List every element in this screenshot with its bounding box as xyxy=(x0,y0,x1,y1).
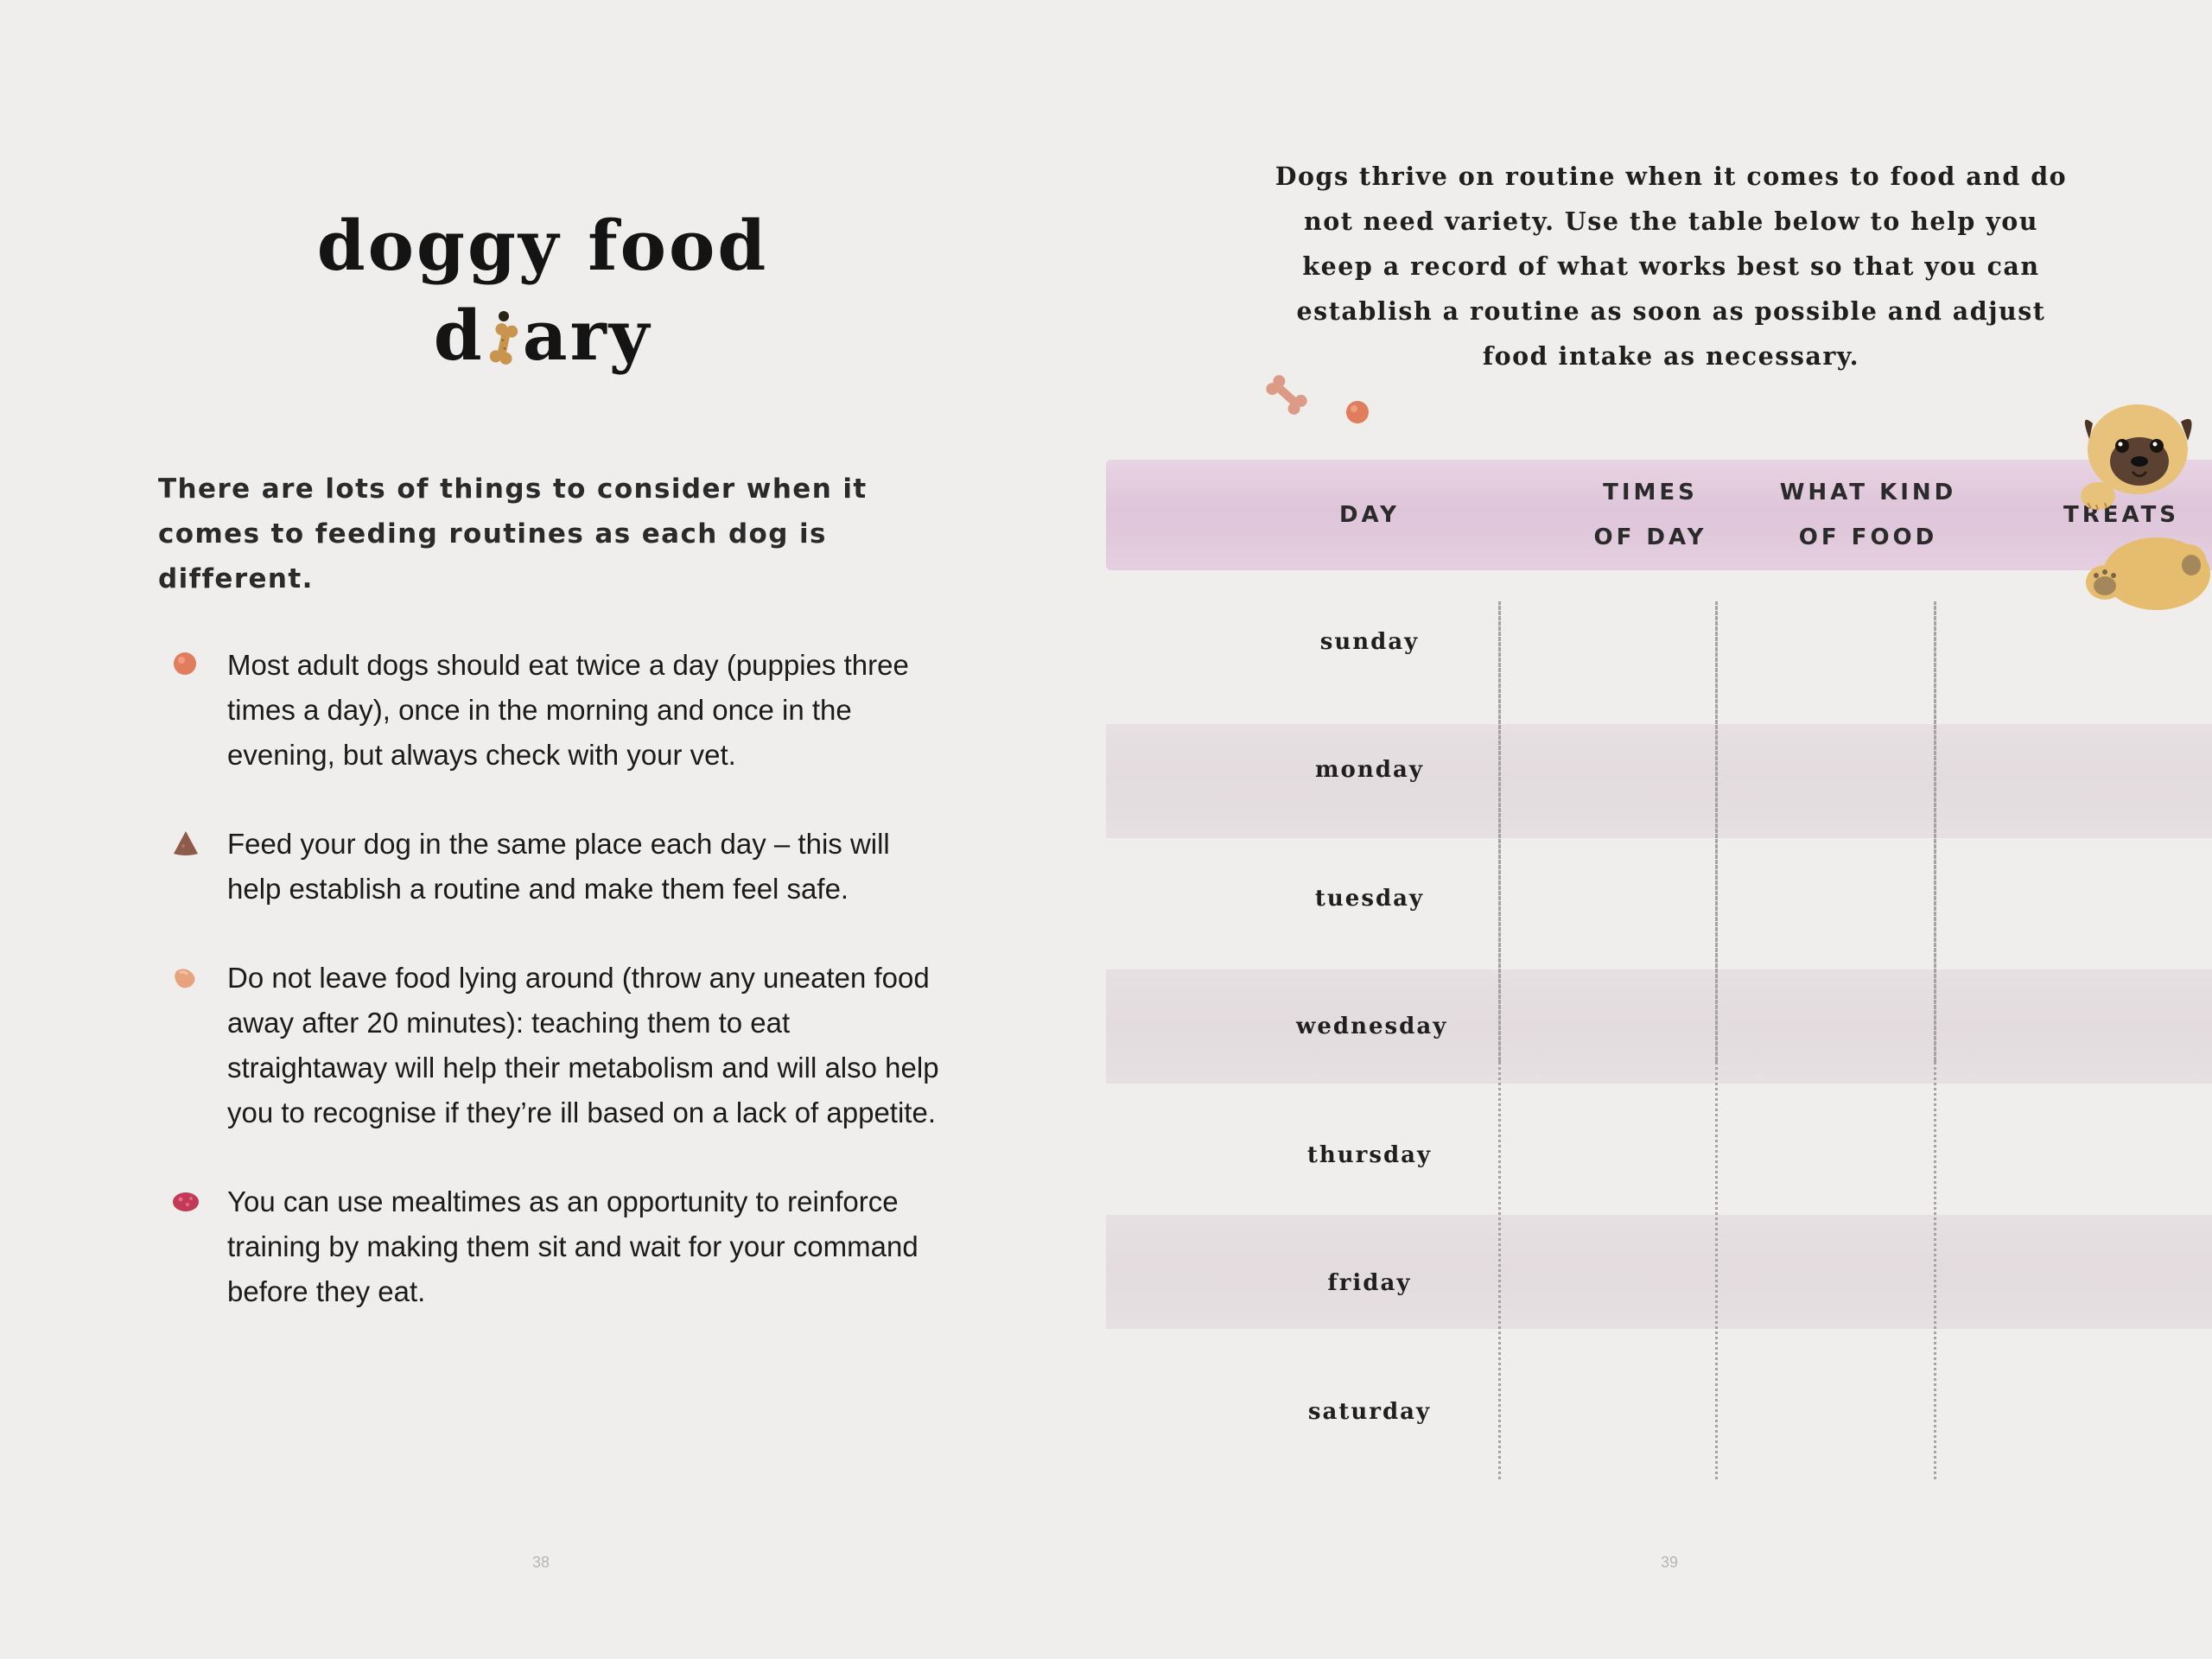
day-saturday: saturday xyxy=(1307,1399,1432,1425)
row-band-monday xyxy=(1106,724,2212,838)
page-number-right: 39 xyxy=(1661,1554,1679,1571)
tips-list: Most adult dogs should eat twice a day (… xyxy=(164,643,942,1358)
column-header-times-line1: TIMES xyxy=(1603,480,1698,505)
bone-i-icon xyxy=(486,309,521,365)
column-header-kind-line1: WHAT KIND xyxy=(1779,480,1957,505)
column-header-kind-line2: OF FOOD xyxy=(1798,524,1938,550)
triangle-kibble-icon xyxy=(174,831,198,855)
title-letters-ary: ary xyxy=(522,295,652,376)
day-friday: friday xyxy=(1327,1270,1412,1296)
day-monday: monday xyxy=(1315,757,1424,783)
title-letter-d: d xyxy=(433,295,485,376)
column-header-treats: TREATS xyxy=(1970,493,2212,537)
tip-text: Feed your dog in the same place each day… xyxy=(227,828,890,905)
bone-treat-icon xyxy=(1266,375,1307,415)
column-header-times-line2: OF DAY xyxy=(1593,524,1707,550)
round-kibble-icon xyxy=(174,652,196,675)
column-divider-food xyxy=(1715,601,1718,1479)
row-band-wednesday xyxy=(1106,969,2212,1084)
row-band-friday xyxy=(1106,1215,2212,1329)
column-header-day: DAY xyxy=(1296,493,1443,537)
day-wednesday: wednesday xyxy=(1296,1014,1448,1039)
page-number-left: 38 xyxy=(532,1554,550,1571)
title-line-2: d ary xyxy=(233,290,852,380)
heart-kibble-icon xyxy=(175,969,195,988)
day-tuesday: tuesday xyxy=(1314,886,1425,912)
tip-item: Do not leave food lying around (throw an… xyxy=(164,956,942,1135)
column-header-kind-of-food: WHAT KIND OF FOOD xyxy=(1738,470,1998,560)
tip-text: Most adult dogs should eat twice a day (… xyxy=(227,649,909,771)
tip-text: Do not leave food lying around (throw an… xyxy=(227,962,939,1128)
table-header-band xyxy=(1106,460,2212,570)
tip-item: You can use mealtimes as an opportunity … xyxy=(164,1179,942,1314)
title-line-1: doggy food xyxy=(316,205,769,286)
intro-text: There are lots of things to consider whe… xyxy=(158,474,868,594)
meat-kibble-icon xyxy=(173,1192,199,1211)
tip-item: Most adult dogs should eat twice a day (… xyxy=(164,643,942,778)
round-treat-icon xyxy=(1346,401,1369,423)
column-header-day-label: DAY xyxy=(1338,502,1401,528)
table-description: Dogs thrive on routine when it comes to … xyxy=(1274,162,2068,371)
tip-item: Feed your dog in the same place each day… xyxy=(164,822,942,912)
food-diary-table: DAY TIMES OF DAY WHAT KIND OF FOOD TREAT… xyxy=(1106,449,2212,1486)
column-header-times-of-day: TIMES OF DAY xyxy=(1521,470,1780,560)
page-title: doggy food d ary xyxy=(233,200,852,380)
column-divider-times xyxy=(1498,601,1501,1479)
column-divider-treats xyxy=(1934,601,1936,1479)
column-header-treats-label: TREATS xyxy=(2063,502,2180,528)
pug-illustration xyxy=(2081,404,2210,610)
tip-text: You can use mealtimes as an opportunity … xyxy=(227,1185,918,1307)
day-thursday: thursday xyxy=(1306,1142,1433,1168)
day-sunday: sunday xyxy=(1319,629,1420,655)
